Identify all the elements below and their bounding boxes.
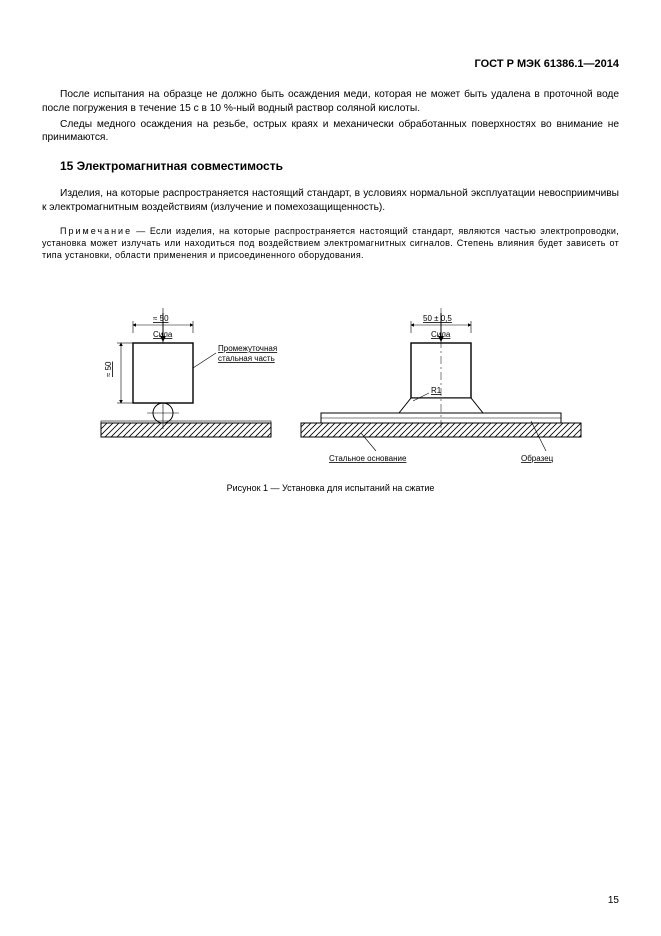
page-number: 15 <box>608 895 619 906</box>
page: ГОСТ Р МЭК 61386.1—2014 После испытания … <box>0 0 661 936</box>
paragraph-2: Следы медного осаждения на резьбе, остры… <box>42 118 619 146</box>
figure-1: ≈ 50 Сила ≈ 50 Промежуточная стальная ча… <box>42 273 619 493</box>
dim-height-left: ≈ 50 <box>104 361 113 377</box>
dim-50-right: 50 ± 0,5 <box>423 314 452 323</box>
note-paragraph: Примечание — Если изделия, на которые ра… <box>42 225 619 261</box>
document-standard-header: ГОСТ Р МЭК 61386.1—2014 <box>42 58 619 70</box>
force-label-right: Сила <box>431 330 451 339</box>
steel-part-label: стальная часть <box>218 354 275 363</box>
dim-50-left: ≈ 50 <box>153 314 169 323</box>
figure-1-caption: Рисунок 1 — Установка для испытаний на с… <box>42 483 619 493</box>
figure-1-drawing: ≈ 50 Сила ≈ 50 Промежуточная стальная ча… <box>71 273 591 473</box>
sample-label: Образец <box>521 454 554 463</box>
steel-base-label: Стальное основание <box>329 454 407 463</box>
section-15-title: 15 Электромагнитная совместимость <box>60 159 619 173</box>
note-label: Примечание <box>60 226 132 236</box>
paragraph-1: После испытания на образце не должно быт… <box>42 88 619 116</box>
force-label-left: Сила <box>153 330 173 339</box>
intermediate-label: Промежуточная <box>218 344 277 353</box>
radius-label: R1 <box>431 386 442 395</box>
paragraph-3: Изделия, на которые распространяется нас… <box>42 187 619 215</box>
